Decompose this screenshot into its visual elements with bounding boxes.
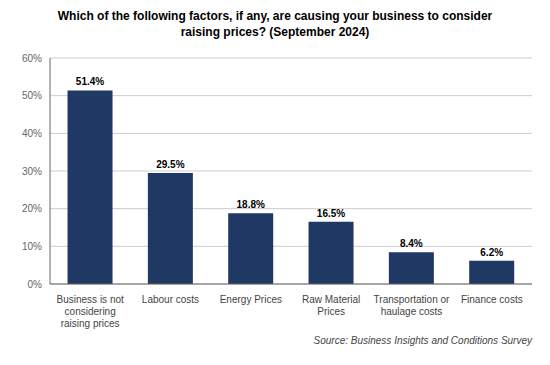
svg-text:18.8%: 18.8% [237,199,265,210]
svg-text:Labour costs: Labour costs [142,294,199,305]
svg-text:8.4%: 8.4% [400,238,423,249]
svg-text:Energy Prices: Energy Prices [220,294,282,305]
svg-text:60%: 60% [22,53,42,64]
html-text:Which of the following factors: Which of the following factors, if any, … [57,9,493,23]
svg-text:10%: 10% [22,241,42,252]
svg-text:16.5%: 16.5% [317,208,345,219]
svg-text:6.2%: 6.2% [480,247,503,258]
html-text:Source: Business Insights and: Source: Business Insights and Conditions… [313,335,532,346]
html-text:raising prices? (September 202: raising prices? (September 2024) [180,25,370,39]
svg-text:Transportation orhaulage costs: Transportation orhaulage costs [374,294,450,317]
svg-text:Raw MaterialPrices: Raw MaterialPrices [302,294,360,317]
svg-text:Finance costs: Finance costs [461,294,523,305]
svg-text:51.4%: 51.4% [76,76,104,87]
svg-text:29.5%: 29.5% [156,159,184,170]
svg-text:30%: 30% [22,166,42,177]
svg-text:Business is notconsideringrais: Business is notconsideringraising prices [57,294,124,329]
svg-text:40%: 40% [22,128,42,139]
svg-text:20%: 20% [22,203,42,214]
svg-text:50%: 50% [22,90,42,101]
svg-text:0%: 0% [28,279,43,290]
